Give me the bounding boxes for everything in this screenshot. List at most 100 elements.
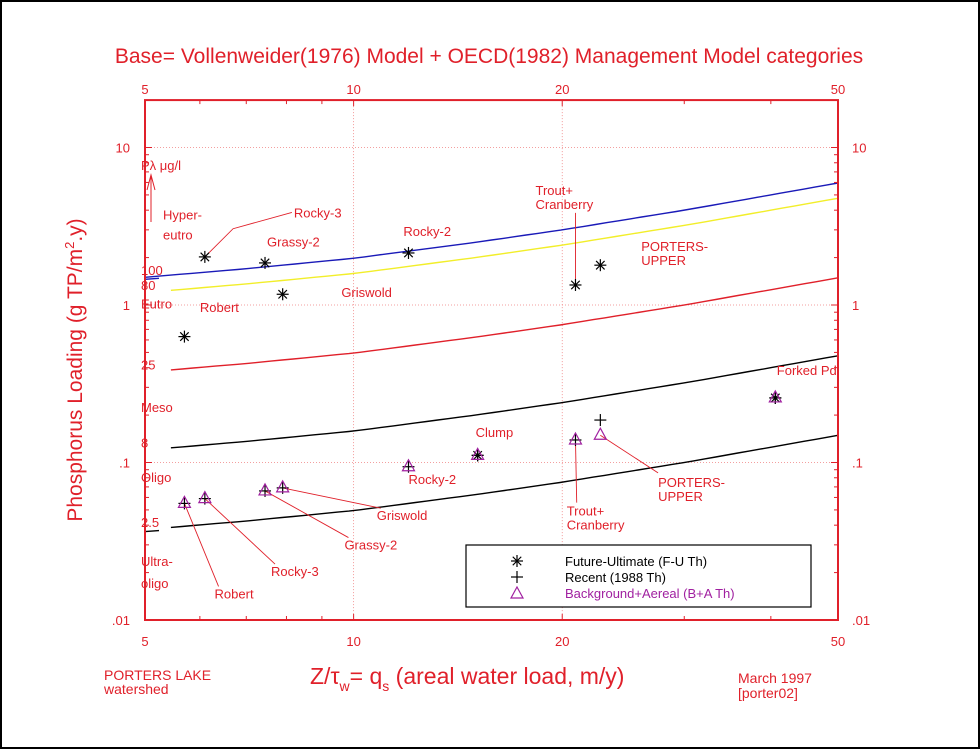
x-axis-label: Z/τw= qs (areal water load, m/y): [310, 663, 624, 694]
point-triangle-porters-upper: [593, 426, 608, 440]
data-points: [177, 246, 783, 510]
y-tick-label-right: .1: [852, 456, 863, 471]
point-asterisk-rocky-3: [198, 250, 211, 263]
annotation-label: Forked Pd: [777, 363, 837, 378]
chart-title: Base= Vollenweider(1976) Model + OECD(19…: [115, 45, 863, 68]
annotation-label: Rocky-3: [271, 564, 319, 579]
leader-line: [204, 211, 293, 258]
curve-25: [170, 277, 839, 371]
point-triangle-rocky-2: [401, 458, 416, 472]
zone-label: Ultra-: [141, 554, 173, 569]
annotation-label: Griswold: [341, 285, 392, 300]
annotation: Rocky-2: [408, 472, 456, 487]
footer-watershed-line2: watershed: [103, 681, 169, 697]
annotation: Griswold: [282, 487, 427, 523]
point-triangle-clump: [470, 447, 485, 460]
point-asterisk-robert: [178, 330, 191, 343]
zone-label: Pλ μg/l: [141, 158, 181, 173]
asterisk-stroke: [595, 260, 606, 270]
point-asterisk-rocky-2: [402, 246, 415, 259]
curve-80: [170, 197, 839, 291]
leader-line: [204, 498, 276, 565]
asterisk-stroke: [200, 252, 210, 262]
zone-label: eutro: [163, 228, 193, 243]
annotation: Rocky-2: [403, 224, 451, 239]
curve-label-2.5: 2.5: [141, 515, 159, 530]
legend-box: [465, 544, 812, 608]
legend-label: Recent (1988 Th): [565, 570, 666, 585]
plot-border: [144, 99, 839, 622]
annotation-label: Grassy-2: [267, 235, 320, 250]
x-tick-label-top: 10: [346, 82, 360, 97]
point-triangle-robert: [177, 495, 192, 508]
leader-line: [600, 434, 659, 474]
legend-entry: Future-Ultimate (F-U Th): [511, 554, 707, 569]
point-asterisk-trout-cranberry: [569, 278, 582, 291]
legend-entry: Recent (1988 Th): [511, 570, 666, 585]
y-tick-label-left: 10: [116, 141, 130, 156]
x-tick-label-top: 5: [141, 82, 148, 97]
legend-triangle-icon: [509, 585, 525, 599]
annotation-label: UPPER: [641, 253, 686, 268]
leader-line: [264, 490, 349, 538]
x-tick-label-bottom: 50: [831, 634, 845, 649]
leader-line: [184, 503, 219, 587]
annotation: Trout+Cranberry: [567, 439, 625, 533]
zone-label: Hyper-: [163, 207, 202, 222]
zone-label: Meso: [141, 400, 173, 415]
zone-label: Eutro: [141, 297, 172, 312]
point-triangle-rocky-3: [197, 490, 212, 504]
annotation-label: Grassy-2: [344, 538, 397, 553]
annotation: Trout+Cranberry: [535, 183, 594, 285]
annotation-label: Rocky-2: [408, 472, 456, 487]
annotation: Robert: [184, 503, 254, 601]
annotation: Rocky-3: [204, 205, 342, 258]
annotation: PORTERS-UPPER: [600, 434, 725, 504]
leader-line: [575, 439, 578, 503]
footer-watershed-line1: PORTERS LAKE: [104, 667, 211, 683]
point-triangle-trout-cranberry: [568, 431, 583, 445]
y-axis-label: Phosphorus Loading (g TP/m2.y): [62, 218, 87, 521]
annotations: Rocky-3 Grassy-2 Griswold Robert Rocky-2 Trou…: [184, 183, 837, 601]
legend-label: Background+Aereal (B+A Th): [565, 586, 735, 601]
annotation: Griswold: [341, 285, 392, 300]
y-tick-label-right: 10: [852, 141, 866, 156]
annotation-label: Rocky-2: [403, 224, 451, 239]
annotation: Clump: [476, 425, 514, 440]
legend-label: Future-Ultimate (F-U Th): [565, 554, 707, 569]
point-asterisk-grassy-2: [259, 256, 272, 269]
annotation: Rocky-3: [204, 498, 319, 579]
annotation-label: Cranberry: [567, 518, 625, 533]
y-tick-label-right: .01: [852, 613, 870, 628]
point-asterisk-porters-upper: [594, 259, 607, 272]
annotation-label: Rocky-3: [294, 205, 342, 220]
annotation-label: Trout+: [567, 504, 604, 519]
y-tick-label-left: .01: [112, 613, 130, 628]
curve-2.5: [170, 434, 839, 529]
annotation: Grassy-2: [267, 235, 320, 250]
legend: Future-Ultimate (F-U Th)Recent (1988 Th)…: [465, 544, 812, 608]
annotation-label: UPPER: [658, 489, 703, 504]
y-tick-label-right: 1: [852, 298, 859, 313]
curve-100: [144, 182, 839, 278]
annotation-label: Robert: [215, 586, 254, 601]
asterisk-stroke: [403, 248, 414, 258]
asterisk-stroke: [278, 289, 288, 299]
annotation-label: PORTERS-: [641, 239, 708, 254]
annotation: PORTERS-UPPER: [641, 239, 708, 268]
curve-label-80: 80: [141, 278, 155, 293]
curve-label-100: 100: [141, 263, 163, 278]
annotation: Forked Pd: [777, 363, 837, 378]
x-tick-label-bottom: 10: [346, 634, 360, 649]
series-triangle: [177, 389, 783, 508]
asterisk-stroke: [179, 331, 190, 342]
annotation-label: PORTERS-: [658, 475, 725, 490]
annotation: Robert: [200, 300, 239, 315]
curve-label-25: 25: [141, 358, 155, 373]
legend-plus-icon: [511, 571, 523, 583]
curve-stub: [144, 529, 160, 533]
y-tick-label-left: .1: [119, 456, 130, 471]
